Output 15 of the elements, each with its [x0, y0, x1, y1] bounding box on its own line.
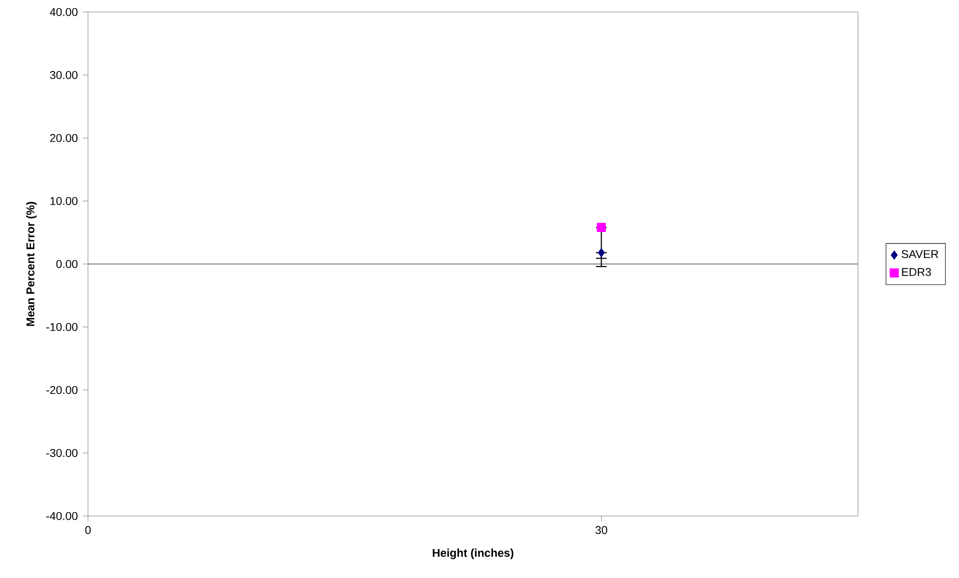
x-axis-title: Height (inches) [432, 548, 514, 560]
x-tick-label: 30 [595, 526, 608, 534]
x-tick-label: 0 [85, 526, 91, 534]
legend-label: EDR3 [902, 268, 931, 276]
y-tick-label: -10.00 [46, 323, 78, 332]
y-tick-label: 30.00 [50, 71, 78, 80]
y-tick-label: -40.00 [46, 512, 78, 520]
y-tick-label: 10.00 [50, 197, 78, 206]
y-tick-label: -20.00 [46, 386, 78, 394]
y-tick-label: 40.00 [50, 8, 78, 16]
y-tick-label: 20.00 [50, 134, 78, 142]
legend-label: SAVER [902, 250, 938, 258]
y-tick-label: -30.00 [46, 449, 78, 458]
y-axis-title: Mean Percent Error (%) [26, 202, 37, 326]
y-tick-label: 0.00 [56, 260, 78, 268]
